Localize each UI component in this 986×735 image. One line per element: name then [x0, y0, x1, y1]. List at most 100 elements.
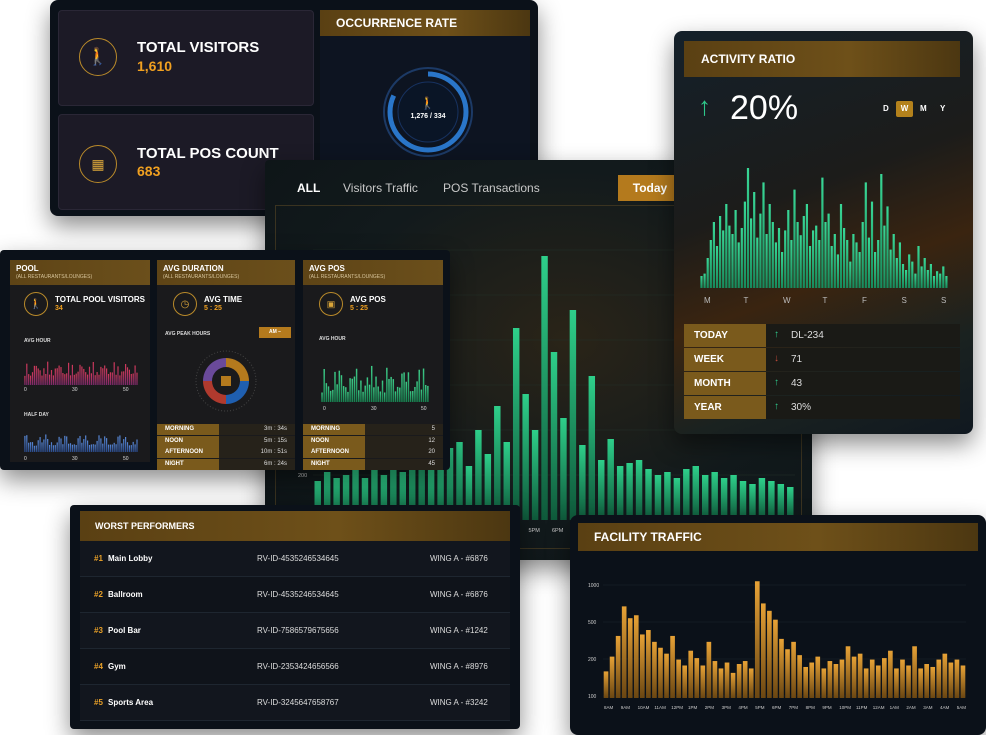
mini-bar — [79, 435, 81, 452]
mini-bar — [403, 372, 405, 402]
facility-bar — [882, 658, 887, 698]
duration-subtitle: (ALL RESTAURANTS/LOUNGES) — [163, 274, 240, 280]
ampm-dropdown[interactable]: AM – — [259, 327, 291, 338]
activity-row-label: WEEK — [684, 348, 766, 371]
mini-bar — [336, 384, 338, 402]
mini-bar — [77, 371, 79, 385]
facility-bar — [912, 646, 917, 698]
mini-bar — [24, 375, 26, 385]
facility-bar — [936, 659, 942, 698]
traffic-bar — [550, 352, 558, 520]
mini-bar — [364, 385, 366, 402]
mini-bar — [85, 372, 87, 385]
kpi-strip: POOL (ALL RESTAURANTS/LOUNGES) 🚶 TOTAL P… — [0, 250, 450, 470]
mini-bar — [69, 443, 72, 452]
worst-row[interactable]: #5 Sports Area RV-ID-3245647658767 WING A -… — [80, 685, 510, 721]
facility-chart: 1000 500 200 100 8AM 9AM 10AM 11AM 12PM 1PM 2PM 3PM… — [588, 581, 966, 710]
activity-bar — [867, 237, 870, 288]
mini-bar — [28, 442, 30, 452]
facility-bar — [609, 656, 615, 698]
mini-bar — [92, 444, 94, 452]
facility-x-tick: 4AM — [940, 705, 950, 710]
mini-bar — [396, 386, 399, 402]
worst-id: RV-ID-2353424656566 — [257, 662, 339, 671]
facility-y-tick: 500 — [588, 620, 597, 626]
mini-bar — [106, 368, 108, 385]
today-button[interactable]: Today — [618, 175, 682, 201]
facility-bar — [924, 664, 929, 698]
mini-bar — [79, 364, 81, 385]
mini-bar — [117, 436, 119, 452]
activity-bar — [926, 270, 929, 288]
mini-bar — [119, 375, 121, 385]
mini-bar — [125, 436, 127, 452]
avgpos-head: AVG POS (ALL RESTAURANTS/LOUNGES) — [303, 260, 443, 285]
traffic-bar — [541, 256, 548, 520]
period-d[interactable]: D — [883, 104, 889, 113]
avgpos-chart — [321, 365, 429, 402]
activity-up-arrow-icon: ↑ — [698, 91, 711, 121]
activity-row[interactable]: YEAR ↑ 30% — [684, 396, 960, 419]
worst-rank: #3 — [94, 626, 103, 635]
facility-bar — [773, 619, 778, 698]
activity-day-label: M — [704, 296, 711, 305]
activity-row[interactable]: WEEK ↓ 71 — [684, 348, 960, 371]
tab-pos-transactions[interactable]: POS Transactions — [443, 181, 540, 195]
facility-bar — [664, 653, 669, 698]
mini-table-label: MORNING — [157, 424, 219, 435]
mini-bar — [126, 367, 129, 385]
mini-bar — [386, 367, 388, 402]
mini-bar — [379, 391, 382, 402]
period-y[interactable]: Y — [940, 104, 946, 113]
mini-bar — [134, 444, 136, 452]
activity-bar — [929, 264, 932, 288]
occurrence-walk-icon: 🚶 — [420, 96, 435, 110]
total-visitors-card[interactable]: 🚶 TOTAL VISITORS 1,610 — [58, 10, 314, 106]
mini-bar — [31, 442, 34, 452]
activity-bar — [880, 174, 883, 288]
period-m[interactable]: M — [920, 104, 927, 113]
worst-row[interactable]: #4 Gym RV-ID-2353424656566 WING A - #8976 — [80, 649, 510, 685]
pool-axis2-2: 50 — [123, 456, 129, 462]
mini-bar — [368, 384, 371, 402]
activity-row[interactable]: TODAY ↑ DL-234 — [684, 324, 960, 347]
facility-bar — [730, 672, 736, 698]
traffic-bar — [758, 478, 766, 520]
facility-bar — [633, 615, 639, 698]
mini-bar — [47, 439, 49, 452]
mini-bar — [96, 440, 98, 452]
mini-bar — [107, 373, 110, 385]
activity-bar — [737, 242, 740, 288]
traffic-bar — [371, 466, 378, 520]
worst-row[interactable]: #2 Ballroom RV-ID-4535246534645 WING A - #6… — [80, 577, 510, 613]
facility-bar — [906, 665, 911, 698]
worst-panel: WORST PERFORMERS #1 Main Lobby RV-ID-45352… — [70, 505, 520, 729]
mini-bar — [90, 444, 92, 452]
facility-x-tick: 10PM — [839, 705, 851, 710]
facility-bar — [615, 635, 621, 698]
mini-bar — [41, 442, 43, 452]
mini-bar — [87, 440, 89, 452]
period-w[interactable]: W — [896, 101, 913, 117]
worst-row[interactable]: #3 Pool Bar RV-ID-7586579675656 WING A - #1… — [80, 613, 510, 649]
traffic-bar — [390, 460, 397, 520]
mini-bar — [399, 387, 401, 402]
activity-bar — [821, 177, 824, 288]
activity-bar — [743, 201, 746, 288]
mini-bar — [66, 373, 68, 385]
activity-bar — [923, 258, 926, 288]
traffic-bar — [418, 445, 425, 520]
mini-bar — [71, 364, 73, 385]
mini-bar — [73, 444, 75, 452]
facility-x-tick: 10AM — [638, 705, 650, 710]
mini-bar — [358, 390, 360, 402]
tab-visitors-traffic[interactable]: Visitors Traffic — [343, 181, 418, 195]
activity-bar — [849, 261, 852, 288]
facility-bar — [821, 668, 827, 698]
worst-row[interactable]: #1 Main Lobby RV-ID-4535246534645 WING A - … — [80, 541, 510, 577]
tab-all[interactable]: ALL — [297, 181, 321, 195]
activity-row[interactable]: MONTH ↑ 43 — [684, 372, 960, 395]
facility-x-tick: 1PM — [688, 705, 698, 710]
traffic-bar — [531, 430, 539, 520]
activity-bar — [784, 230, 787, 288]
